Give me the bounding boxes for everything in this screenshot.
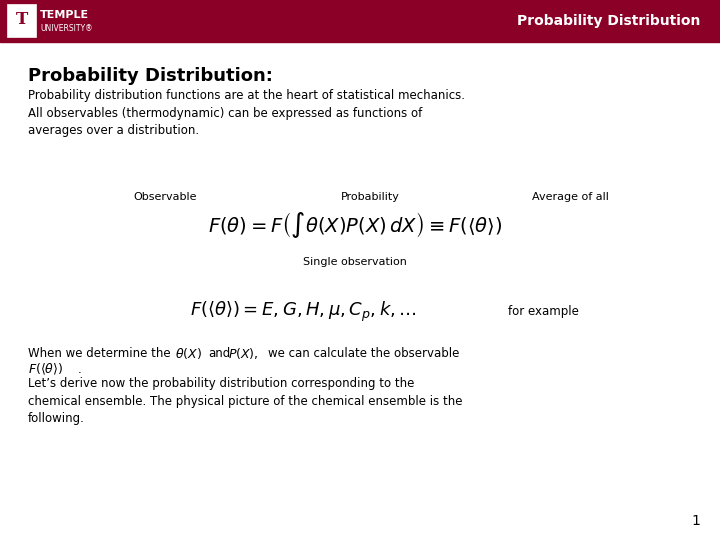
Text: we can calculate the observable: we can calculate the observable <box>268 347 459 360</box>
Text: $P(X),$: $P(X),$ <box>228 346 258 361</box>
Text: and: and <box>208 347 230 360</box>
Text: TEMPLE: TEMPLE <box>40 10 89 20</box>
Text: for example: for example <box>508 306 579 319</box>
Text: Probability distribution functions are at the heart of statistical mechanics.
Al: Probability distribution functions are a… <box>28 89 465 137</box>
Text: Probability: Probability <box>341 192 400 202</box>
Text: When we determine the: When we determine the <box>28 347 171 360</box>
Text: Average of all: Average of all <box>531 192 608 202</box>
Text: 1: 1 <box>691 514 700 528</box>
Text: Probability Distribution: Probability Distribution <box>517 14 700 28</box>
Text: Let’s derive now the probability distribution corresponding to the
chemical ense: Let’s derive now the probability distrib… <box>28 377 462 425</box>
Text: $F(\theta) = F\left( \int \theta(X) P(X)\, dX \right) \equiv F(\langle\theta\ran: $F(\theta) = F\left( \int \theta(X) P(X)… <box>208 210 503 240</box>
Text: $F(\langle\theta\rangle) = E, G, H, \mu, C_p, k, \ldots$: $F(\langle\theta\rangle) = E, G, H, \mu,… <box>190 300 417 324</box>
Text: Observable: Observable <box>133 192 197 202</box>
Text: $\theta(X)$: $\theta(X)$ <box>175 346 202 361</box>
Bar <box>0 0 720 42</box>
Text: Single observation: Single observation <box>303 257 407 267</box>
Text: $F(\langle\theta\rangle)$: $F(\langle\theta\rangle)$ <box>28 362 63 377</box>
Text: Probability Distribution:: Probability Distribution: <box>28 67 273 85</box>
Text: .: . <box>78 363 82 376</box>
Bar <box>8 5 36 37</box>
Text: UNIVERSITY®: UNIVERSITY® <box>40 24 93 32</box>
Text: T: T <box>16 11 28 28</box>
